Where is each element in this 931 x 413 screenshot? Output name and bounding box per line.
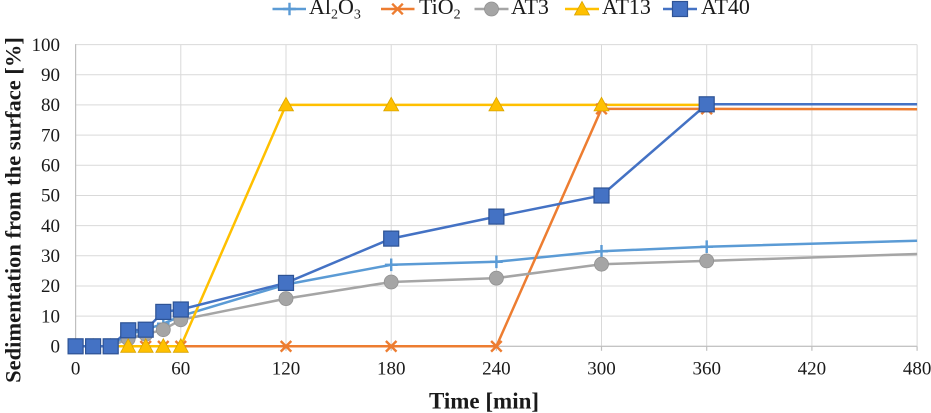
svg-text:0: 0 bbox=[51, 337, 61, 358]
svg-text:80: 80 bbox=[41, 95, 60, 116]
svg-text:50: 50 bbox=[41, 186, 60, 207]
svg-text:Sedimentation from the surface: Sedimentation from the surface [%] bbox=[1, 37, 26, 383]
svg-text:420: 420 bbox=[798, 359, 827, 380]
svg-text:30: 30 bbox=[41, 246, 60, 267]
svg-text:90: 90 bbox=[41, 65, 60, 86]
svg-text:10: 10 bbox=[41, 306, 60, 327]
svg-text:AT3: AT3 bbox=[511, 0, 549, 19]
svg-text:AT13: AT13 bbox=[602, 0, 651, 19]
svg-text:Al2O3: Al2O3 bbox=[309, 0, 361, 23]
svg-text:240: 240 bbox=[482, 359, 511, 380]
svg-text:40: 40 bbox=[41, 216, 60, 237]
svg-text:70: 70 bbox=[41, 125, 60, 146]
svg-text:60: 60 bbox=[41, 156, 60, 177]
svg-text:AT40: AT40 bbox=[701, 0, 750, 19]
svg-text:300: 300 bbox=[587, 359, 616, 380]
svg-text:180: 180 bbox=[377, 359, 406, 380]
svg-text:0: 0 bbox=[71, 359, 81, 380]
svg-text:Time [min]: Time [min] bbox=[429, 388, 539, 413]
svg-text:120: 120 bbox=[272, 359, 301, 380]
svg-text:100: 100 bbox=[32, 35, 61, 56]
svg-text:480: 480 bbox=[903, 359, 931, 380]
svg-text:20: 20 bbox=[41, 276, 60, 297]
svg-text:60: 60 bbox=[171, 359, 190, 380]
svg-text:360: 360 bbox=[692, 359, 721, 380]
svg-text:TiO2: TiO2 bbox=[419, 0, 461, 23]
